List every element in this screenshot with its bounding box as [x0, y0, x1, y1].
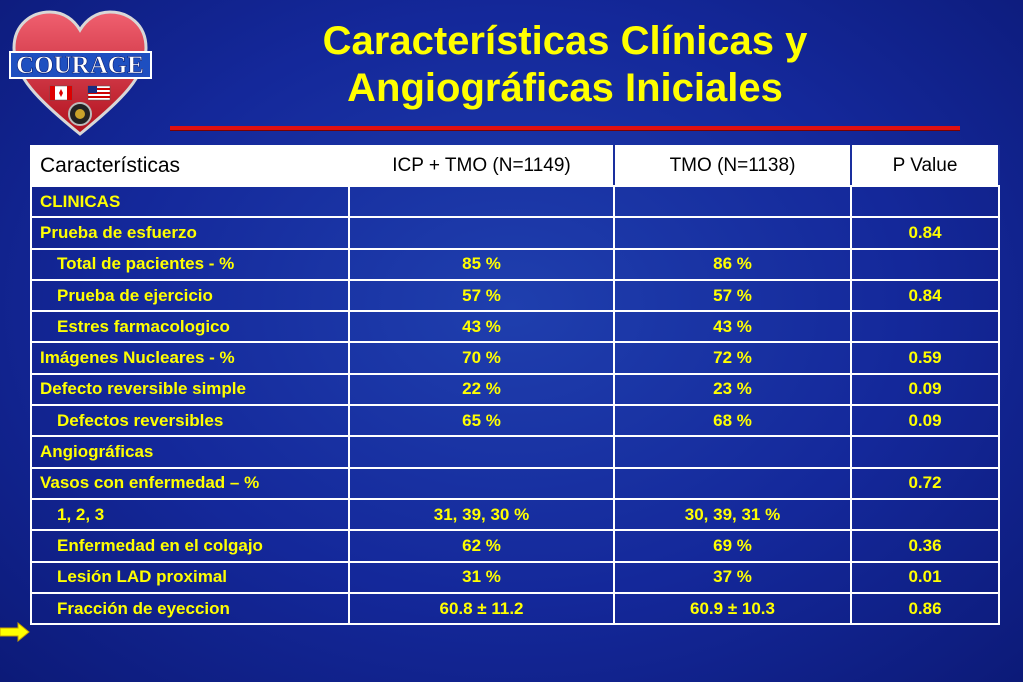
table-row: Imágenes Nucleares - % 70 % 72 % 0.59 [30, 341, 1000, 375]
table-row: Prueba de esfuerzo 0.84 [30, 216, 1000, 250]
courage-logo: COURAGE [9, 10, 152, 136]
p-value-cell: 0.09 [850, 372, 1000, 407]
table-row: Total de pacientes - % 85 % 86 % [30, 247, 1000, 281]
icp-tmo-cell: 60.8 ± 11.2 [348, 591, 615, 626]
row-label: Defecto reversible simple [30, 372, 350, 407]
p-value-cell: 0.86 [850, 591, 1000, 626]
p-value-cell: 0.84 [850, 278, 1000, 313]
row-label-text: Lesión LAD proximal [57, 567, 228, 587]
row-label: Enfermedad en el colgajo [30, 529, 350, 563]
row-label-text: Prueba de ejercicio [57, 285, 213, 305]
tmo-cell: 57 % [613, 278, 852, 313]
icp-tmo-cell: 62 % [348, 529, 615, 563]
icp-tmo-cell: 65 % [348, 404, 615, 438]
slide-title: Características Clínicas y Angiográficas… [170, 18, 960, 112]
tmo-cell [613, 435, 852, 469]
tmo-cell: 68 % [613, 404, 852, 438]
p-value-cell [850, 184, 1000, 219]
row-label-text: Fracción de eyeccion [57, 598, 230, 618]
row-label: Estres farmacologico [30, 310, 350, 344]
row-label-text: Estres farmacologico [57, 316, 230, 336]
table-row: CLINICAS [30, 184, 1000, 219]
table-row: Estres farmacologico 43 % 43 % [30, 310, 1000, 344]
icp-tmo-cell: 22 % [348, 372, 615, 407]
tmo-cell: 23 % [613, 372, 852, 407]
icp-tmo-cell: 57 % [348, 278, 615, 313]
row-label-text: Enfermedad en el colgajo [57, 535, 263, 555]
logo-text: COURAGE [16, 52, 144, 79]
row-label-text: Defectos reversibles [57, 410, 224, 430]
icp-tmo-cell [348, 466, 615, 500]
arrow-right-icon [0, 622, 30, 642]
tmo-cell: 37 % [613, 560, 852, 594]
tmo-cell: 72 % [613, 341, 852, 375]
p-value-cell: 0.84 [850, 216, 1000, 250]
icp-tmo-cell: 43 % [348, 310, 615, 344]
tmo-cell: 86 % [613, 247, 852, 281]
row-label: CLINICAS [30, 184, 350, 219]
table-header-row: Características ICP + TMO (N=1149) TMO (… [30, 145, 1000, 187]
row-label: Angiográficas [30, 435, 350, 469]
tmo-cell: 43 % [613, 310, 852, 344]
row-label: Lesión LAD proximal [30, 560, 350, 594]
icp-tmo-cell: 70 % [348, 341, 615, 375]
column-header: ICP + TMO (N=1149) [348, 145, 615, 187]
table-row: Lesión LAD proximal 31 % 37 % 0.01 [30, 560, 1000, 594]
p-value-cell [850, 435, 1000, 469]
table-row: Defectos reversibles 65 % 68 % 0.09 [30, 404, 1000, 438]
tmo-cell: 30, 39, 31 % [613, 497, 852, 532]
icp-tmo-cell [348, 216, 615, 250]
row-label: Vasos con enfermedad – % [30, 466, 350, 500]
icp-tmo-cell [348, 435, 615, 469]
title-divider [170, 126, 960, 130]
row-label: Imágenes Nucleares - % [30, 341, 350, 375]
table-row: Fracción de eyeccion 60.8 ± 11.2 60.9 ± 10… [30, 591, 1000, 626]
p-value-cell: 0.72 [850, 466, 1000, 500]
column-header: Características [30, 145, 350, 187]
row-label: Total de pacientes - % [30, 247, 350, 281]
p-value-cell [850, 497, 1000, 532]
tmo-cell: 60.9 ± 10.3 [613, 591, 852, 626]
icp-tmo-cell [348, 184, 615, 219]
row-label-text: Total de pacientes - % [57, 254, 235, 274]
title-line-1: Características Clínicas y [322, 19, 808, 63]
tmo-cell [613, 184, 852, 219]
p-value-cell [850, 310, 1000, 344]
tmo-cell [613, 466, 852, 500]
table-row: Prueba de ejercicio 57 % 57 % 0.84 [30, 278, 1000, 313]
column-header: TMO (N=1138) [613, 145, 852, 187]
table-row: Enfermedad en el colgajo 62 % 69 % 0.36 [30, 529, 1000, 563]
icp-tmo-cell: 85 % [348, 247, 615, 281]
p-value-cell [850, 247, 1000, 281]
row-label: Prueba de esfuerzo [30, 216, 350, 250]
tmo-cell [613, 216, 852, 250]
p-value-cell: 0.09 [850, 404, 1000, 438]
characteristics-table: Características ICP + TMO (N=1149) TMO (… [30, 145, 1000, 626]
row-label: Prueba de ejercicio [30, 278, 350, 313]
icp-tmo-cell: 31 % [348, 560, 615, 594]
row-label: Defectos reversibles [30, 404, 350, 438]
p-value-cell: 0.01 [850, 560, 1000, 594]
table-row: Vasos con enfermedad – % 0.72 [30, 466, 1000, 500]
table-row: 1, 2, 3 31, 39, 30 % 30, 39, 31 % [30, 497, 1000, 532]
row-label-text: 1, 2, 3 [57, 504, 105, 524]
table-row: Angiográficas [30, 435, 1000, 469]
icp-tmo-cell: 31, 39, 30 % [348, 497, 615, 532]
p-value-cell: 0.59 [850, 341, 1000, 375]
title-line-2: Angiográficas Iniciales [347, 66, 783, 110]
row-label: 1, 2, 3 [30, 497, 350, 532]
p-value-cell: 0.36 [850, 529, 1000, 563]
table-row: Defecto reversible simple 22 % 23 % 0.09 [30, 372, 1000, 407]
tmo-cell: 69 % [613, 529, 852, 563]
row-label: Fracción de eyeccion [30, 591, 350, 626]
column-header: P Value [850, 145, 1000, 187]
